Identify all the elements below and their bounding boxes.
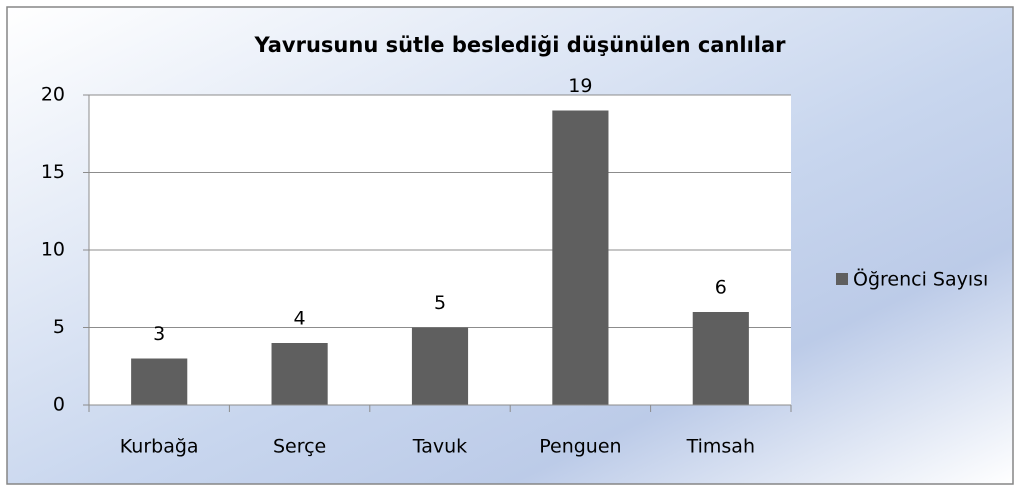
- x-tick-label: Tavuk: [412, 436, 467, 458]
- x-tick-label: Kurbağa: [120, 436, 199, 458]
- data-label: 5: [434, 292, 446, 314]
- x-tick-label: Timsah: [686, 436, 755, 458]
- y-tick-label: 20: [41, 84, 65, 106]
- data-label: 4: [294, 308, 306, 330]
- bar: [552, 110, 609, 405]
- data-label: 19: [568, 75, 592, 97]
- y-tick-label: 0: [53, 394, 65, 416]
- bar: [411, 327, 469, 405]
- legend-swatch: [836, 273, 848, 285]
- x-tick-label: Serçe: [273, 436, 326, 458]
- y-tick-label: 15: [41, 161, 65, 183]
- data-label: 6: [715, 277, 727, 299]
- data-label: 3: [153, 323, 165, 345]
- y-tick-label: 10: [41, 239, 65, 261]
- x-tick-label: Penguen: [539, 436, 621, 458]
- bar: [271, 343, 328, 405]
- legend-label: Öğrenci Sayısı: [853, 268, 988, 291]
- y-tick-label: 5: [53, 316, 65, 338]
- bar: [131, 358, 188, 405]
- bar: [692, 312, 749, 405]
- chart-title: Yavrusunu sütle beslediği düşünülen canl…: [253, 33, 786, 57]
